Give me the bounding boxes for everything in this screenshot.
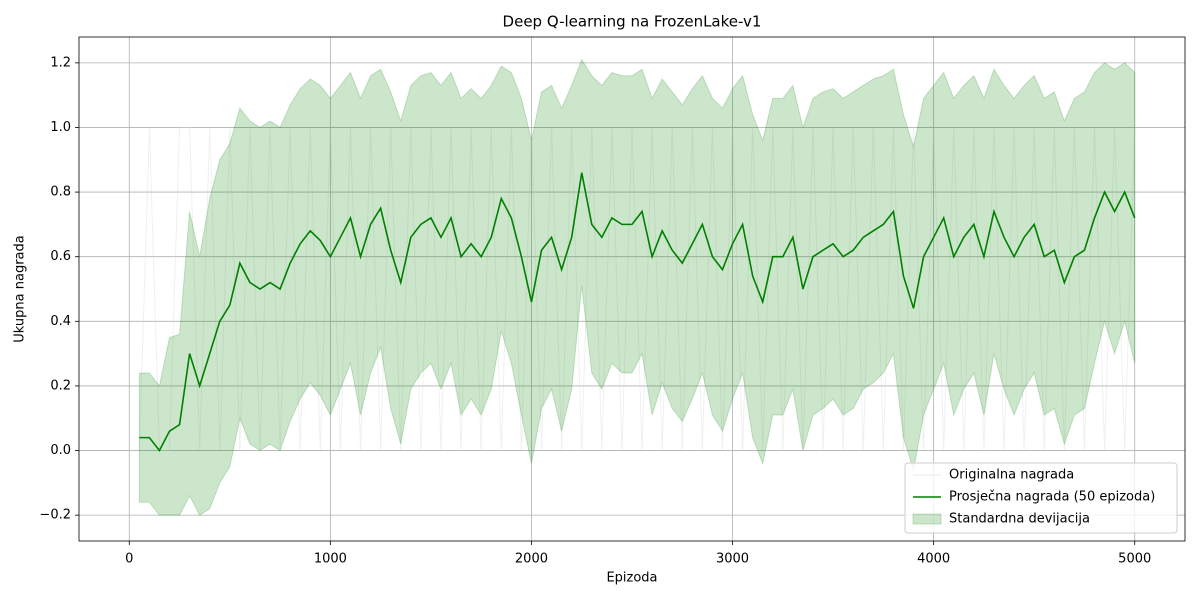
y-tick-label: 0.8 (50, 185, 71, 200)
y-tick-label: 1.2 (50, 55, 71, 70)
plot-frame (78, 36, 1186, 542)
y-tick-label: 0.0 (50, 443, 71, 458)
std-band (138, 58, 1136, 516)
x-tick-label: 1000 (314, 552, 347, 567)
legend-swatch (912, 513, 942, 525)
legend-label: Prosječna nagrada (50 epizoda) (949, 490, 1155, 505)
y-tick-label: 0.2 (50, 378, 71, 393)
x-tick-label: 5000 (1118, 552, 1151, 567)
x-tick-label: 2000 (515, 552, 548, 567)
legend-box (904, 462, 1178, 534)
y-tick-label: 1.0 (50, 120, 71, 135)
y-tick-label: −0.2 (39, 508, 71, 523)
y-tick-label: 0.6 (50, 249, 71, 264)
original-reward-line (138, 126, 1136, 452)
grid-layer (79, 37, 1185, 541)
data-layer (138, 58, 1136, 516)
chart-title: Deep Q-learning na FrozenLake-v1 (503, 13, 762, 31)
y-tick-label: 0.4 (50, 314, 71, 329)
y-axis-label: Ukupna nagrada (13, 235, 28, 342)
legend: Originalna nagrada Prosječna nagrada (50 … (904, 462, 1178, 534)
x-tick-label: 0 (125, 552, 133, 567)
x-tick-label: 3000 (716, 552, 749, 567)
x-tick-label: 4000 (917, 552, 950, 567)
x-axis-label: Epizoda (606, 571, 657, 586)
legend-label: Standardna devijacija (949, 512, 1090, 527)
legend-label: Originalna nagrada (949, 468, 1074, 483)
average-line (139, 172, 1136, 453)
